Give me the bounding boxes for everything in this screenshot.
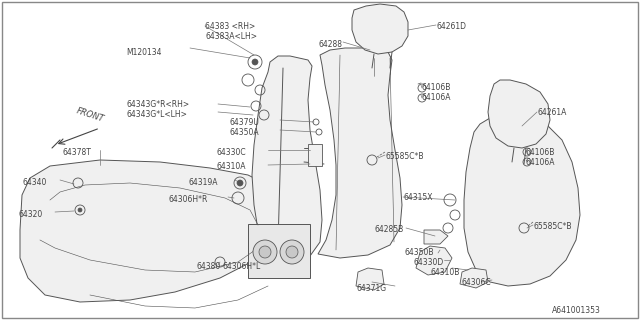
Text: 64330D: 64330D bbox=[413, 258, 444, 267]
Text: 64285B: 64285B bbox=[374, 225, 403, 234]
Polygon shape bbox=[308, 144, 322, 166]
Text: M120134: M120134 bbox=[126, 48, 161, 57]
Text: 64261D: 64261D bbox=[436, 22, 466, 31]
Polygon shape bbox=[318, 48, 402, 258]
Text: 65585C*B: 65585C*B bbox=[385, 152, 424, 161]
Text: 64319A: 64319A bbox=[188, 178, 218, 187]
Polygon shape bbox=[356, 268, 384, 290]
Text: 64306H*L: 64306H*L bbox=[222, 262, 260, 271]
Text: FRONT: FRONT bbox=[75, 107, 105, 124]
Text: 64350B: 64350B bbox=[404, 248, 433, 257]
Polygon shape bbox=[488, 80, 550, 148]
Text: 65585C*B: 65585C*B bbox=[533, 222, 572, 231]
Circle shape bbox=[78, 208, 82, 212]
Text: 64379U: 64379U bbox=[229, 118, 259, 127]
Circle shape bbox=[259, 246, 271, 258]
Text: 64371G: 64371G bbox=[356, 284, 386, 293]
Text: 64310A: 64310A bbox=[216, 162, 246, 171]
Text: 64310B: 64310B bbox=[430, 268, 460, 277]
Text: A641001353: A641001353 bbox=[552, 306, 601, 315]
Text: 64106B: 64106B bbox=[421, 83, 451, 92]
Circle shape bbox=[237, 180, 243, 186]
Circle shape bbox=[253, 240, 277, 264]
Text: 64315X: 64315X bbox=[403, 193, 433, 202]
Text: 64106A: 64106A bbox=[421, 93, 451, 102]
Text: 64330C: 64330C bbox=[216, 148, 246, 157]
Polygon shape bbox=[464, 116, 580, 286]
Text: 64380: 64380 bbox=[196, 262, 220, 271]
Polygon shape bbox=[424, 230, 448, 244]
Text: 64106B: 64106B bbox=[526, 148, 556, 157]
Polygon shape bbox=[416, 246, 452, 275]
Text: 64320: 64320 bbox=[18, 210, 42, 219]
Text: 64383 <RH>: 64383 <RH> bbox=[205, 22, 255, 31]
Text: 64306H*R: 64306H*R bbox=[168, 195, 207, 204]
Text: 64106A: 64106A bbox=[526, 158, 556, 167]
Text: 64288: 64288 bbox=[318, 40, 342, 49]
Text: 64340: 64340 bbox=[22, 178, 46, 187]
Polygon shape bbox=[352, 4, 408, 54]
Text: 64343G*R<RH>: 64343G*R<RH> bbox=[126, 100, 189, 109]
Polygon shape bbox=[252, 56, 322, 260]
Circle shape bbox=[286, 246, 298, 258]
Text: 64350A: 64350A bbox=[229, 128, 259, 137]
Circle shape bbox=[280, 240, 304, 264]
Polygon shape bbox=[460, 268, 488, 288]
Text: 64261A: 64261A bbox=[537, 108, 566, 117]
Text: 64378T: 64378T bbox=[62, 148, 91, 157]
Text: 64343G*L<LH>: 64343G*L<LH> bbox=[126, 110, 187, 119]
Text: 64306C: 64306C bbox=[461, 278, 491, 287]
Text: 64383A<LH>: 64383A<LH> bbox=[205, 32, 257, 41]
Polygon shape bbox=[20, 160, 280, 302]
Polygon shape bbox=[248, 224, 310, 278]
Circle shape bbox=[252, 59, 258, 65]
